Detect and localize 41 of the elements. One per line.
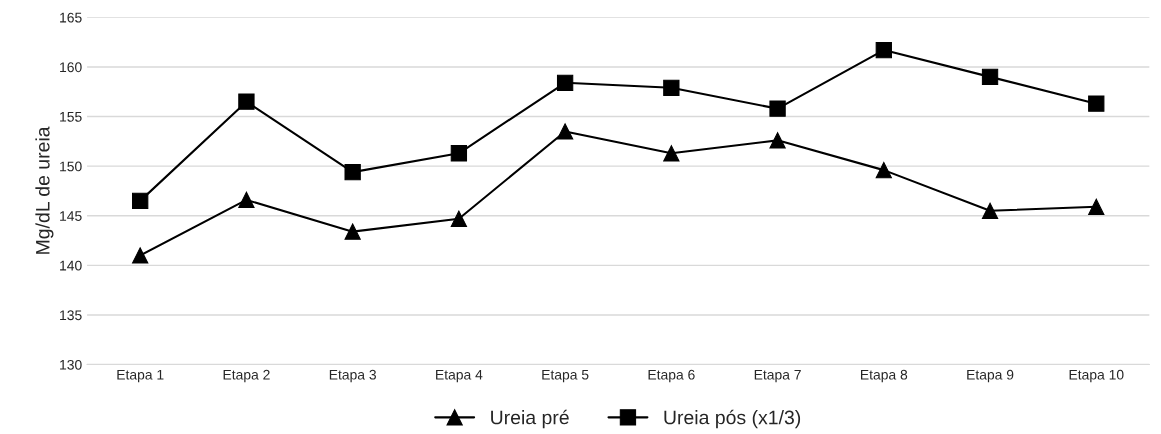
- legend-label: Ureia pré: [491, 409, 569, 429]
- point: [663, 145, 680, 162]
- point: [875, 161, 892, 179]
- point: [556, 74, 574, 91]
- point: [981, 202, 999, 219]
- x-tick-label: Etapa 10: [1069, 369, 1124, 383]
- y-tick-label: 165: [60, 12, 82, 23]
- point: [344, 163, 361, 181]
- point: [663, 79, 680, 96]
- point: [875, 41, 892, 59]
- y-tick-label: 145: [60, 211, 82, 221]
- y-axis-title: Mg/dL de ureia: [35, 126, 54, 254]
- x-tick-label: Etapa 9: [967, 369, 1014, 383]
- point: [981, 68, 999, 86]
- y-tick-label: 130: [60, 359, 82, 370]
- point: [450, 145, 468, 162]
- y-tick-label: 155: [60, 112, 82, 122]
- point: [769, 132, 786, 149]
- y-tick-label: 140: [60, 260, 82, 271]
- x-tick-label: Etapa 6: [648, 369, 695, 383]
- x-tick-label: Etapa 3: [329, 369, 376, 383]
- x-tick-label: Etapa 7: [754, 369, 801, 383]
- x-tick-label: Etapa 5: [542, 369, 589, 383]
- point: [344, 223, 361, 240]
- x-tick-label: Etapa 4: [436, 369, 483, 383]
- point: [450, 210, 468, 227]
- y-tick-label: 135: [60, 310, 82, 321]
- y-tick-label: 150: [60, 161, 82, 172]
- y-tick-label: 160: [60, 62, 82, 73]
- point: [132, 192, 149, 210]
- point: [556, 123, 574, 140]
- x-tick-label: Etapa 8: [861, 369, 908, 383]
- point: [132, 247, 149, 264]
- point: [1088, 95, 1105, 112]
- x-tick-label: Etapa 1: [117, 369, 164, 383]
- point: [1088, 198, 1105, 215]
- legend-label: Ureia pós (x1/3): [664, 409, 801, 429]
- point: [238, 191, 255, 209]
- point: [769, 100, 786, 117]
- point: [238, 93, 255, 110]
- x-tick-label: Etapa 2: [223, 369, 270, 383]
